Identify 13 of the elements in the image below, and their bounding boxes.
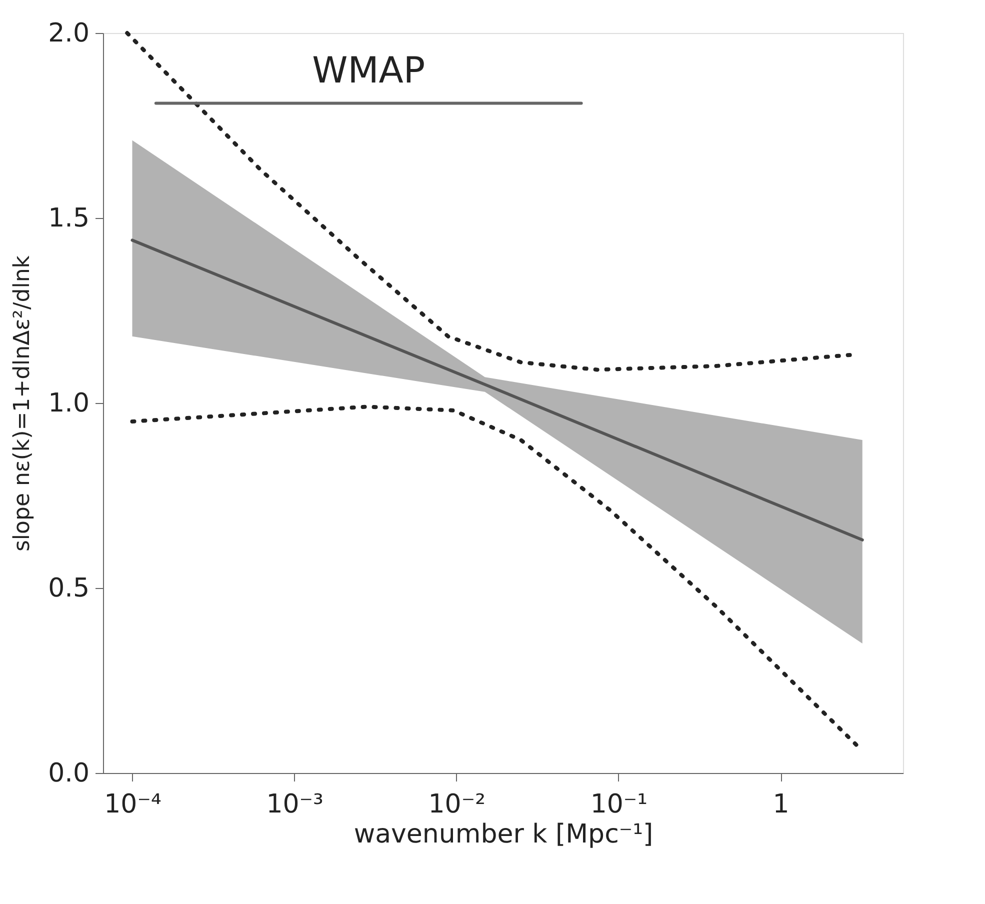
x-tick-label: 10⁻² bbox=[428, 790, 486, 820]
x-axis-title: wavenumber k [Mpc⁻¹] bbox=[354, 820, 654, 850]
y-tick-label: 2.0 bbox=[48, 18, 90, 48]
y-axis-title: slope nε(k)=1+dlnΔε²/dlnk bbox=[10, 255, 36, 552]
series-label: WMAP bbox=[312, 50, 426, 92]
x-tick-label: 10⁻³ bbox=[266, 790, 324, 820]
x-tick-label: 1 bbox=[772, 790, 790, 820]
y-tick-label: 0.5 bbox=[48, 574, 90, 604]
y-tick-label: 0.0 bbox=[48, 758, 90, 788]
y-tick-label: 1.5 bbox=[48, 204, 90, 234]
y-tick-label: 1.0 bbox=[48, 388, 90, 418]
x-tick-label: 10⁻⁴ bbox=[104, 790, 162, 820]
x-tick-label: 10⁻¹ bbox=[590, 790, 648, 820]
